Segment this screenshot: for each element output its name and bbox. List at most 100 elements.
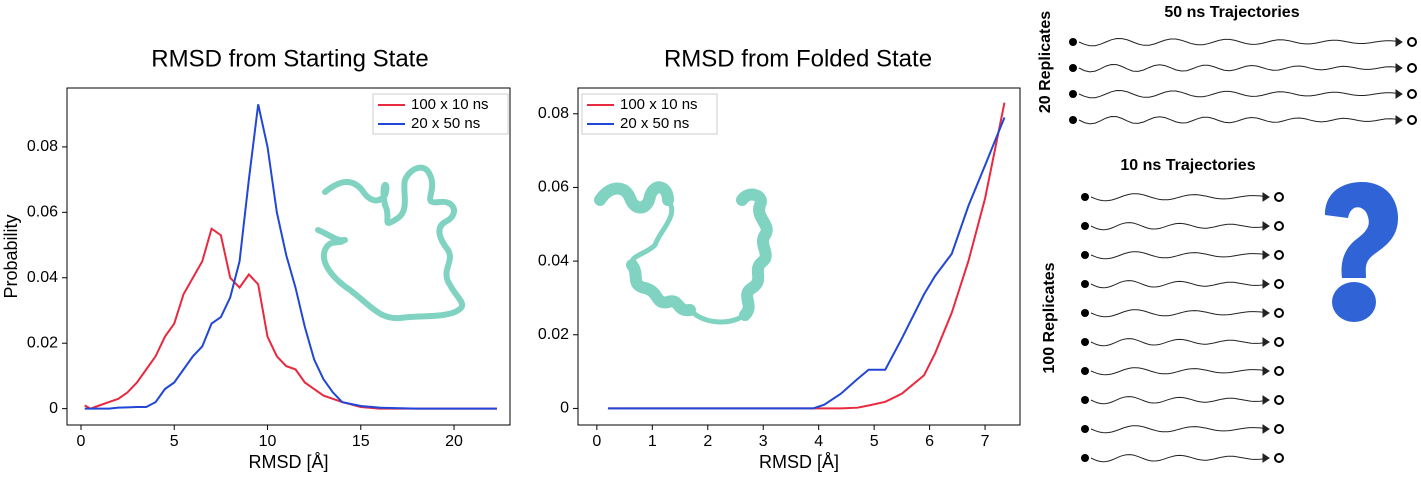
arrow-head xyxy=(1262,337,1270,347)
series-line xyxy=(607,117,1006,410)
end-dot xyxy=(1407,37,1417,47)
trajectory xyxy=(1090,425,1270,434)
start-dot xyxy=(1081,222,1089,230)
trajectory xyxy=(1090,193,1270,202)
arrow-head xyxy=(1395,37,1403,47)
legend-label: 20 x 50 ns xyxy=(411,115,480,132)
start-dot xyxy=(1081,425,1089,433)
trajectory xyxy=(1078,63,1403,73)
diagram-label: 20 Replicates xyxy=(1037,11,1054,113)
trajectory-diagram xyxy=(1069,37,1417,463)
x-tick-label: 6 xyxy=(925,433,934,450)
start-dot xyxy=(1081,309,1089,317)
end-dot xyxy=(1274,424,1284,434)
y-tick-label: 0.02 xyxy=(538,326,569,343)
y-tick-label: 0.08 xyxy=(27,138,58,155)
arrow-head xyxy=(1395,89,1403,99)
diagram-label: 100 Replicates xyxy=(1041,262,1058,373)
chart-title: RMSD from Folded State xyxy=(664,45,932,72)
series-line xyxy=(607,102,1006,410)
trajectory xyxy=(1090,309,1270,318)
start-dot xyxy=(1081,367,1089,375)
trajectory xyxy=(1078,115,1403,125)
end-dot xyxy=(1274,308,1284,318)
y-tick-label: 0 xyxy=(560,400,569,417)
end-dot xyxy=(1274,453,1284,463)
start-dot xyxy=(1069,64,1077,72)
x-tick-label: 5 xyxy=(870,433,879,450)
start-dot xyxy=(1081,338,1089,346)
end-dot xyxy=(1407,89,1417,99)
plot-frame xyxy=(577,87,1021,426)
x-tick-label: 2 xyxy=(703,433,712,450)
arrow-head xyxy=(1262,221,1270,231)
end-dot xyxy=(1407,63,1417,73)
question-icon xyxy=(1325,182,1398,322)
x-axis-label: RMSD [Å] xyxy=(248,452,328,472)
trajectory xyxy=(1078,89,1403,99)
trajectory xyxy=(1090,396,1270,405)
y-tick-label: 0.06 xyxy=(538,179,569,196)
x-tick-label: 20 xyxy=(445,433,463,450)
end-dot xyxy=(1274,250,1284,260)
chart-title: RMSD from Starting State xyxy=(151,45,428,72)
plot-frame xyxy=(66,87,511,426)
y-tick-label: 0.04 xyxy=(538,252,569,269)
trajectory xyxy=(1078,37,1403,47)
legend-box xyxy=(581,93,718,135)
start-dot xyxy=(1081,193,1089,201)
arrow-head xyxy=(1262,395,1270,405)
x-axis-label: RMSD [Å] xyxy=(759,452,839,472)
end-dot xyxy=(1274,221,1284,231)
arrow-head xyxy=(1262,250,1270,260)
trajectory xyxy=(1090,280,1270,289)
protein-folded xyxy=(594,181,773,325)
trajectory xyxy=(1090,222,1270,231)
x-tick-label: 5 xyxy=(170,433,179,450)
x-tick-label: 0 xyxy=(592,433,601,450)
end-dot xyxy=(1274,192,1284,202)
trajectory xyxy=(1090,251,1270,260)
x-tick-label: 7 xyxy=(981,433,990,450)
arrow-head xyxy=(1395,63,1403,73)
y-tick-label: 0.08 xyxy=(538,105,569,122)
y-tick-label: 0.06 xyxy=(27,204,58,221)
x-tick-label: 3 xyxy=(759,433,768,450)
y-tick-label: 0 xyxy=(49,400,58,417)
x-tick-label: 10 xyxy=(259,433,277,450)
end-dot xyxy=(1274,366,1284,376)
protein-unfolded xyxy=(315,164,466,322)
end-dot xyxy=(1274,279,1284,289)
x-tick-label: 1 xyxy=(648,433,657,450)
start-dot xyxy=(1069,116,1077,124)
start-dot xyxy=(1069,38,1077,46)
start-dot xyxy=(1081,396,1089,404)
legend-box xyxy=(372,93,509,135)
end-dot xyxy=(1274,395,1284,405)
trajectory xyxy=(1090,454,1270,463)
start-dot xyxy=(1081,251,1089,259)
y-tick-label: 0.04 xyxy=(27,269,58,286)
diagram-title: 50 ns Trajectories xyxy=(1164,4,1299,21)
y-tick-label: 0.02 xyxy=(27,334,58,351)
start-dot xyxy=(1069,90,1077,98)
start-dot xyxy=(1081,280,1089,288)
trajectory xyxy=(1090,338,1270,347)
end-dot xyxy=(1407,115,1417,125)
diagram-title: 10 ns Trajectories xyxy=(1120,157,1255,174)
y-axis-label: Probability xyxy=(1,214,21,298)
arrow-head xyxy=(1262,279,1270,289)
end-dot xyxy=(1274,337,1284,347)
trajectory xyxy=(1090,367,1270,376)
arrow-head xyxy=(1395,115,1403,125)
x-tick-label: 0 xyxy=(77,433,86,450)
start-dot xyxy=(1081,454,1089,462)
arrow-head xyxy=(1262,453,1270,463)
series-line xyxy=(84,104,497,410)
legend-label: 100 x 10 ns xyxy=(620,96,698,113)
legend-label: 20 x 50 ns xyxy=(620,115,689,132)
arrow-head xyxy=(1262,192,1270,202)
arrow-head xyxy=(1262,366,1270,376)
legend-label: 100 x 10 ns xyxy=(411,96,489,113)
